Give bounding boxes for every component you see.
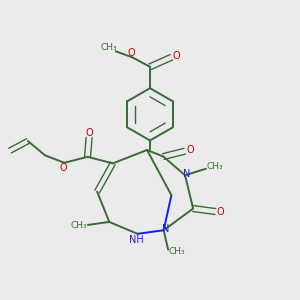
Text: N: N — [183, 169, 190, 179]
Text: CH₃: CH₃ — [100, 43, 117, 52]
Text: N: N — [162, 224, 170, 234]
Text: O: O — [172, 51, 180, 61]
Text: CH₃: CH₃ — [169, 247, 185, 256]
Text: O: O — [128, 47, 135, 58]
Text: O: O — [217, 206, 225, 217]
Text: O: O — [186, 145, 194, 155]
Text: NH: NH — [129, 236, 143, 245]
Text: CH₃: CH₃ — [206, 162, 223, 171]
Text: CH₃: CH₃ — [71, 221, 87, 230]
Text: O: O — [60, 163, 67, 173]
Text: O: O — [86, 128, 94, 138]
